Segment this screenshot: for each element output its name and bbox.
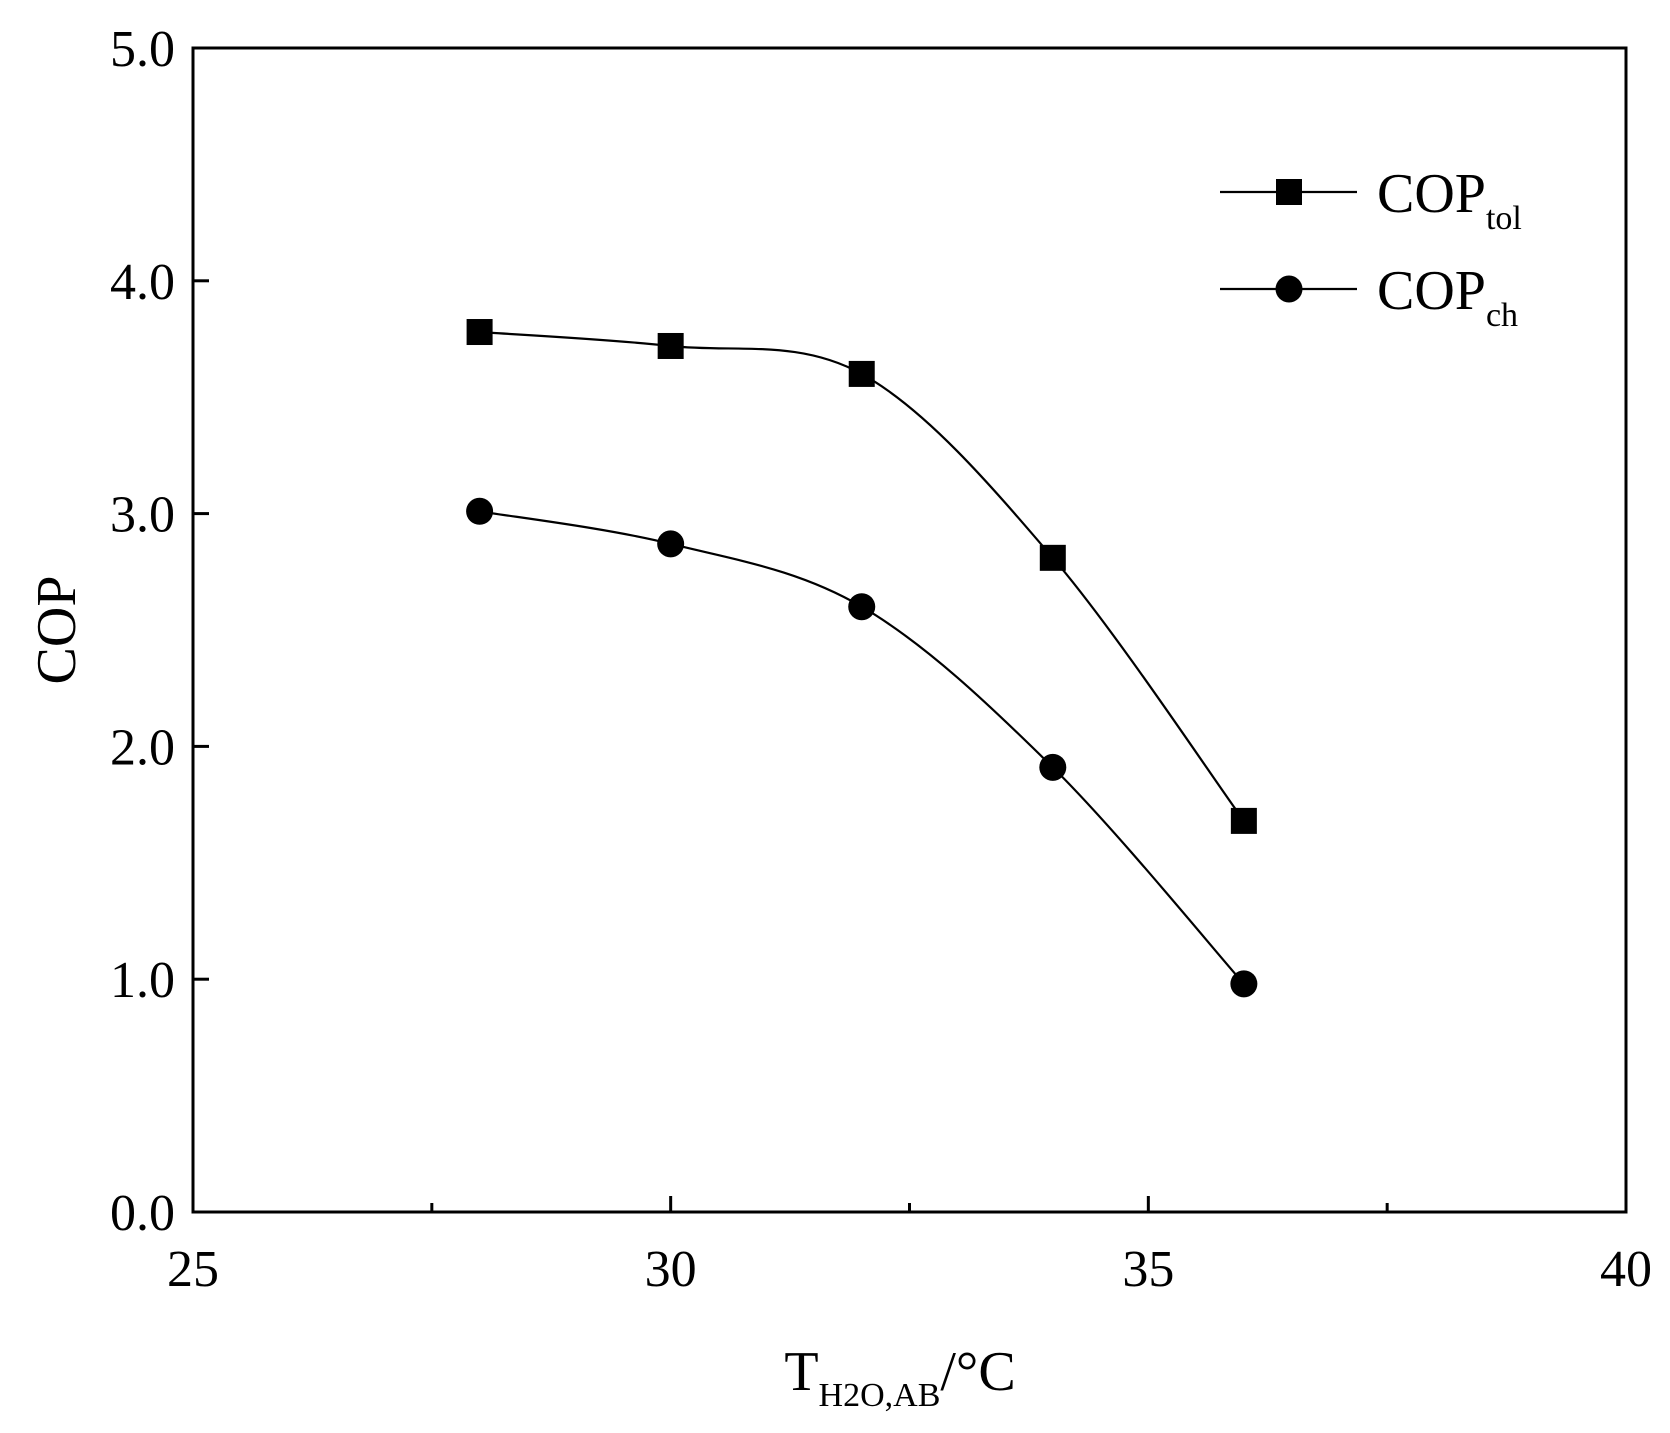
series-layer (466, 319, 1258, 998)
y-tick-label: 1.0 (110, 952, 175, 1009)
y-tick-label: 5.0 (110, 21, 175, 78)
legend-label-sub: ch (1486, 297, 1518, 334)
legend-label-main: COP (1377, 260, 1486, 322)
legend-label-cop-ch: COPch (1377, 260, 1518, 334)
data-point-cop-ch (848, 593, 876, 621)
legend-label-sub: tol (1486, 200, 1522, 237)
data-point-cop-ch (657, 530, 685, 558)
legend-label-cop-tol: COPtol (1377, 163, 1522, 237)
data-point-cop-tol (1039, 544, 1066, 571)
data-point-cop-ch (466, 497, 494, 525)
x-tick-label: 30 (645, 1241, 697, 1298)
data-point-cop-tol (848, 360, 875, 387)
y-axis-title: COP (26, 576, 88, 685)
x-axis-title-main: T (784, 1341, 818, 1403)
x-axis-title-suffix: /°C (940, 1341, 1015, 1403)
x-tick-label: 35 (1122, 1241, 1174, 1298)
x-axis-title: TH2O,AB/°C (784, 1341, 1015, 1414)
data-point-cop-ch (1230, 970, 1258, 998)
data-point-cop-tol (466, 319, 493, 346)
y-tick-label: 3.0 (110, 487, 175, 544)
data-point-cop-ch (1039, 753, 1067, 781)
x-tick-label: 40 (1600, 1241, 1652, 1298)
legend-marker-cop-tol (1276, 179, 1302, 205)
y-tick-label: 2.0 (110, 719, 175, 776)
legend-marker-cop-ch (1275, 275, 1303, 303)
y-tick-label: 0.0 (110, 1185, 175, 1242)
series-line-cop-ch (479, 510, 1245, 985)
x-axis-title-sub: H2O,AB (819, 1377, 941, 1414)
series-line-cop-tol (479, 330, 1245, 822)
axis-tick-labels: 25 30 35 40 0.0 1.0 2.0 3.0 4.0 5.0 (110, 21, 1652, 1298)
y-tick-label: 4.0 (110, 254, 175, 311)
axis-ticks (191, 46, 1628, 1214)
x-tick-label: 25 (167, 1241, 219, 1298)
data-point-cop-tol (1230, 807, 1257, 834)
legend-label-main: COP (1377, 163, 1486, 225)
data-point-cop-tol (657, 332, 684, 359)
